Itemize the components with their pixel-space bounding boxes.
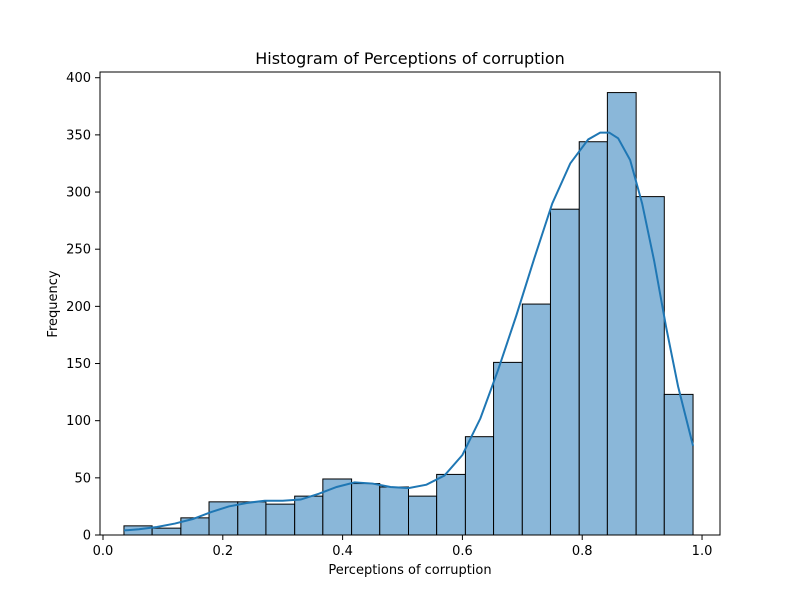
histogram-bar-3	[208, 501, 239, 536]
histogram-bar-7	[322, 478, 353, 536]
chart-title: Histogram of Perceptions of corruption	[255, 49, 565, 68]
y-tick-label-6: 300	[66, 186, 91, 201]
y-axis-label: Frequency	[46, 270, 61, 337]
histogram-bar-13	[493, 361, 523, 536]
kde-line	[123, 131, 695, 532]
histogram-bar-11	[436, 473, 466, 536]
y-tick-label-5: 250	[66, 243, 91, 258]
histogram-bar-16	[578, 141, 608, 536]
histogram-bar-4	[237, 501, 267, 536]
x-axis-label: Perceptions of corruption	[328, 563, 491, 578]
histogram-bar-5	[265, 503, 296, 536]
y-tick-label-1: 50	[74, 471, 91, 486]
y-tick-label-0: 0	[83, 529, 91, 544]
y-tick-label-2: 100	[66, 414, 91, 429]
histogram-bar-17	[606, 92, 637, 536]
histogram-bar-14	[521, 303, 551, 536]
histogram-bar-8	[351, 483, 381, 536]
x-tick-label-1: 0.2	[212, 544, 233, 559]
x-tick-label-5: 1.0	[692, 544, 713, 559]
histogram-bar-9	[379, 486, 410, 536]
histogram-bar-12	[464, 436, 495, 536]
histogram-bar-15	[549, 208, 580, 536]
histogram-bar-19	[663, 393, 694, 536]
histogram-bar-10	[408, 495, 438, 536]
y-tick-label-8: 400	[66, 71, 91, 86]
histogram-bar-6	[294, 495, 324, 536]
x-tick-label-4: 0.8	[572, 544, 593, 559]
histogram-bar-1	[151, 527, 182, 536]
x-tick-label-3: 0.6	[452, 544, 473, 559]
x-tick-label-0: 0.0	[93, 544, 114, 559]
y-tick-label-7: 350	[66, 128, 91, 143]
plot-frame	[99, 71, 721, 536]
bars-group	[123, 92, 694, 536]
histogram-bar-18	[635, 196, 665, 536]
y-tick-label-4: 200	[66, 300, 91, 315]
y-tick-label-3: 150	[66, 357, 91, 372]
y-axis-ticks: 0 50 100 150 200 250 300 350 400	[66, 71, 100, 544]
x-axis-ticks: 0.0 0.2 0.4 0.6 0.8 1.0	[93, 535, 713, 559]
x-tick-label-2: 0.4	[332, 544, 353, 559]
